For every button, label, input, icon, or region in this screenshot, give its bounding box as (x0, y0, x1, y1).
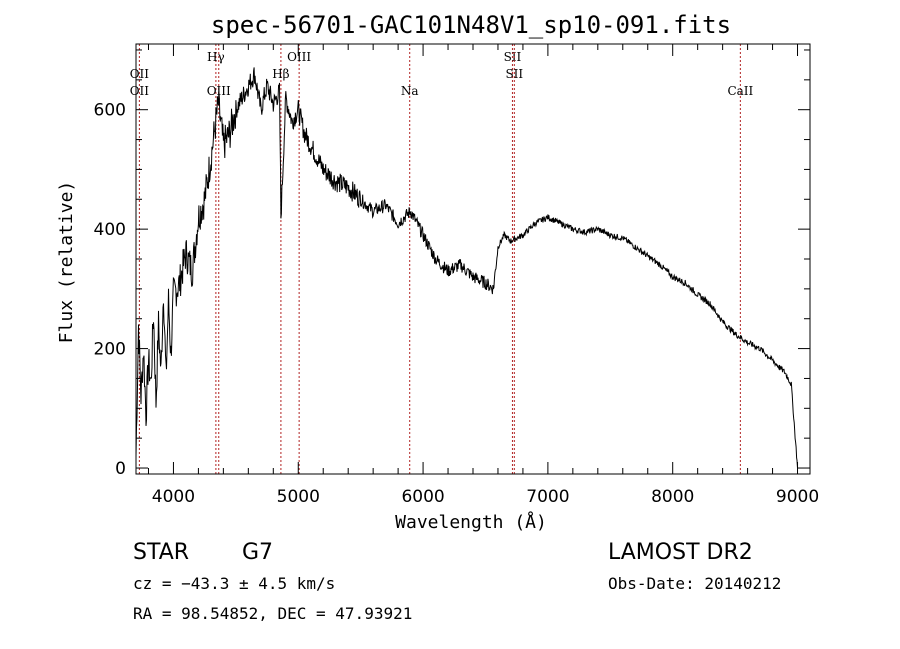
obs-date-label: Obs-Date: 20140212 (608, 574, 781, 593)
star-class-label: STAR (133, 540, 189, 565)
subclass-label: G7 (242, 540, 273, 565)
line-marker-label: Hβ (272, 67, 289, 81)
y-axis-ticks: 0 200 400 600 (94, 49, 810, 479)
line-markers: OII OII Hγ OIII Hβ OIII Na SII SII CaII (130, 44, 754, 474)
line-marker-label: Na (401, 84, 419, 98)
line-marker-label: CaII (727, 84, 753, 98)
line-marker-label: OII (130, 67, 150, 81)
chart-title: spec-56701-GAC101N48V1_sp10-091.fits (211, 11, 731, 39)
x-tick-label: 6000 (401, 487, 444, 507)
x-tick-label: 9000 (776, 487, 819, 507)
cz-label: cz = −43.3 ± 4.5 km/s (133, 574, 335, 593)
x-axis-ticks: 4000 5000 6000 7000 8000 9000 (147, 44, 819, 507)
x-axis-label: Wavelength (Å) (395, 511, 547, 533)
y-tick-label: 200 (94, 340, 126, 360)
x-tick-label: 7000 (526, 487, 569, 507)
y-tick-label: 0 (115, 459, 126, 479)
line-marker-label: OII (130, 84, 150, 98)
line-marker-label: OIII (207, 84, 231, 98)
line-marker-label: Hγ (207, 50, 225, 64)
x-tick-label: 4000 (152, 487, 195, 507)
y-tick-label: 600 (94, 101, 126, 121)
line-marker-label: OIII (287, 50, 311, 64)
coordinates-label: RA = 98.54852, DEC = 47.93921 (133, 604, 412, 623)
line-marker-label: SII (504, 50, 522, 64)
survey-label: LAMOST DR2 (608, 540, 753, 565)
y-tick-label: 400 (94, 220, 126, 240)
x-tick-label: 8000 (651, 487, 694, 507)
plot-frame (135, 43, 811, 475)
y-axis-label: Flux (relative) (56, 181, 77, 344)
spectrum-series-line (135, 67, 798, 469)
line-marker-label: SII (505, 67, 523, 81)
x-tick-label: 5000 (277, 487, 320, 507)
